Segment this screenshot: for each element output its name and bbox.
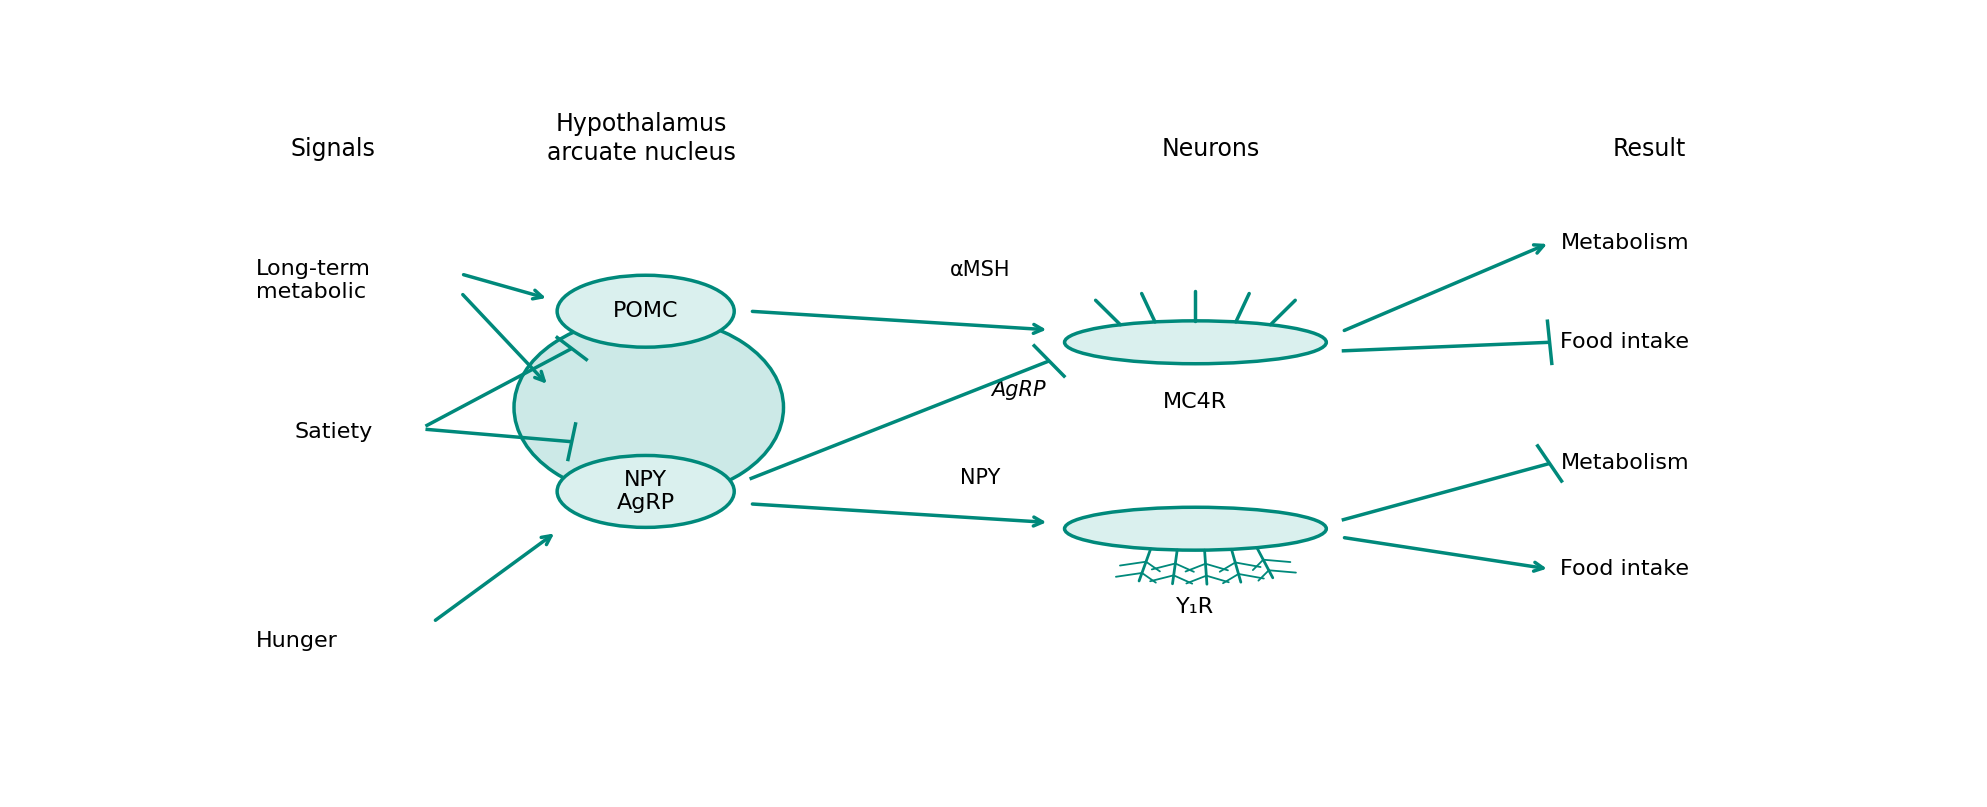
Ellipse shape [556, 275, 735, 347]
Ellipse shape [1065, 508, 1327, 550]
Text: Metabolism: Metabolism [1560, 454, 1689, 474]
Ellipse shape [1065, 321, 1327, 364]
Text: Food intake: Food intake [1560, 559, 1689, 579]
Text: NPY
AgRP: NPY AgRP [616, 470, 676, 513]
Text: αMSH: αMSH [950, 260, 1009, 280]
Text: MC4R: MC4R [1162, 391, 1228, 412]
Text: Satiety: Satiety [294, 422, 374, 442]
Text: Food intake: Food intake [1560, 332, 1689, 353]
Text: Hunger: Hunger [256, 630, 338, 650]
Text: Long-term
metabolic: Long-term metabolic [256, 258, 372, 302]
Ellipse shape [556, 455, 735, 528]
Text: POMC: POMC [612, 301, 678, 321]
Text: AgRP: AgRP [992, 379, 1045, 399]
Text: Y₁R: Y₁R [1176, 596, 1214, 617]
Text: Result: Result [1613, 137, 1687, 161]
Text: Signals: Signals [290, 137, 376, 161]
Ellipse shape [515, 316, 783, 499]
Text: Hypothalamus
arcuate nucleus: Hypothalamus arcuate nucleus [546, 112, 735, 165]
Text: Metabolism: Metabolism [1560, 233, 1689, 253]
Text: NPY: NPY [960, 468, 999, 488]
Text: Neurons: Neurons [1162, 137, 1260, 161]
